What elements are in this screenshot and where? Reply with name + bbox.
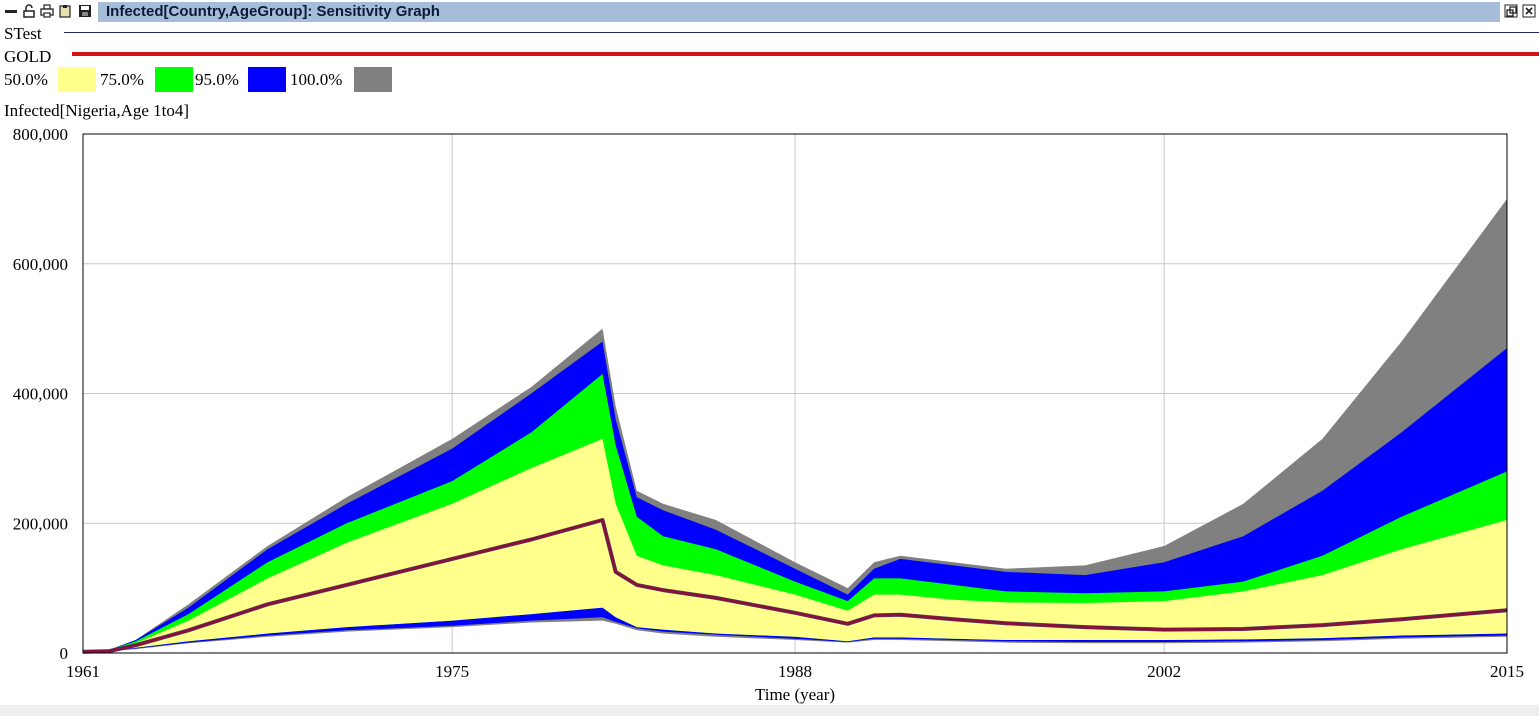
lines (82, 518, 1508, 654)
x-axis-label: Time (year) (755, 685, 835, 704)
clipboard-icon[interactable] (58, 4, 72, 18)
window-title: Infected[Country,AgeGroup]: Sensitivity … (106, 3, 440, 20)
x-axis: 1961 1975 1988 2002 2015 (66, 662, 1524, 681)
x-tick-label: 1975 (435, 662, 469, 681)
y-tick-label: 400,000 (13, 385, 68, 404)
bands (83, 198, 1507, 652)
print-icon[interactable] (40, 4, 54, 18)
plot-frame (82, 133, 1508, 654)
band-label-50: 50.0% (4, 70, 48, 89)
series-line-gold (82, 518, 1508, 654)
title-bar: Infected[Country,AgeGroup]: Sensitivity … (0, 0, 1539, 24)
footer-strip (0, 705, 1539, 716)
band-label-95: 95.0% (195, 70, 239, 89)
band-swatch-95 (248, 67, 286, 92)
band-swatch-100 (354, 67, 392, 92)
y-tick-label: 200,000 (13, 514, 68, 533)
y-tick-label: 0 (60, 644, 69, 663)
save-icon[interactable] (78, 4, 92, 18)
close-icon[interactable] (1522, 4, 1536, 18)
legend-label-gold: GOLD (4, 47, 52, 66)
y-tick-label: 800,000 (13, 125, 68, 144)
variable-label: Infected[Nigeria,Age 1to4] (4, 101, 190, 120)
x-tick-label: 1988 (778, 662, 812, 681)
y-axis: 800,000 600,000 400,000 200,000 0 (13, 125, 68, 663)
band-swatch-75 (155, 67, 193, 92)
x-tick-label: 2015 (1490, 662, 1524, 681)
title-bar-background (98, 2, 1500, 22)
band-label-100: 100.0% (290, 70, 343, 89)
legend-line-stest (64, 32, 1539, 33)
legend-label-stest: STest (4, 24, 42, 43)
x-tick-label: 1961 (66, 662, 100, 681)
band-label-75: 75.0% (100, 70, 144, 89)
minimize-icon[interactable] (4, 4, 18, 18)
x-tick-label: 2002 (1147, 662, 1181, 681)
restore-icon[interactable] (1504, 4, 1518, 18)
y-tick-label: 600,000 (13, 255, 68, 274)
unlock-icon[interactable] (22, 4, 36, 18)
band-500 (83, 438, 1507, 652)
legend-line-gold (72, 52, 1539, 56)
band-swatch-50 (58, 67, 96, 92)
